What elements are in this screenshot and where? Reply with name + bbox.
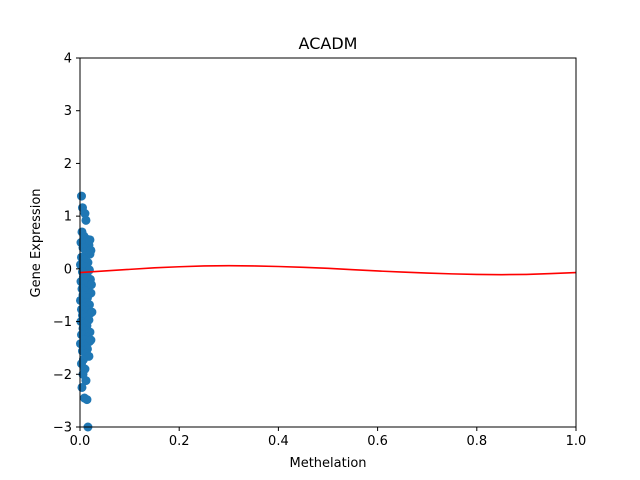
chart-title: ACADM xyxy=(299,34,358,53)
scatter-point xyxy=(81,376,91,386)
scatter-point xyxy=(80,209,90,219)
y-tick-label: −2 xyxy=(53,368,72,383)
x-axis: 0.0 0.2 0.4 0.6 0.8 1.0 xyxy=(70,427,587,449)
plot-frame xyxy=(80,58,576,427)
y-axis-title: Gene Expression xyxy=(29,188,44,297)
scatter-point xyxy=(86,335,96,345)
scatter-point xyxy=(85,235,95,245)
x-tick-label: 0.0 xyxy=(70,434,91,449)
scatter-point xyxy=(86,245,96,255)
x-tick-label: 0.8 xyxy=(466,434,487,449)
scatter-point xyxy=(77,382,87,392)
y-axis: −3 −2 −1 0 1 2 3 4 xyxy=(53,52,80,436)
y-tick-label: 4 xyxy=(64,52,72,67)
y-tick-label: −3 xyxy=(53,421,72,436)
scatter-point xyxy=(86,280,96,290)
y-tick-label: 3 xyxy=(64,104,72,119)
scatter-point xyxy=(87,307,97,317)
x-tick-label: 0.4 xyxy=(268,434,289,449)
x-axis-title: Methelation xyxy=(289,456,366,471)
x-tick-label: 0.6 xyxy=(367,434,388,449)
y-tick-label: 1 xyxy=(64,210,72,225)
y-tick-label: 0 xyxy=(64,262,72,277)
x-tick-label: 1.0 xyxy=(566,434,587,449)
y-tick-label: −1 xyxy=(53,315,72,330)
scatter-point xyxy=(76,191,86,201)
x-tick-label: 0.2 xyxy=(169,434,190,449)
plot-border xyxy=(79,57,577,428)
scatter-points xyxy=(76,191,97,432)
plot-area xyxy=(76,57,577,432)
scatter-point xyxy=(82,395,92,405)
y-tick-label: 2 xyxy=(64,157,72,172)
fit-line xyxy=(79,264,577,276)
scatter-point xyxy=(81,215,91,225)
